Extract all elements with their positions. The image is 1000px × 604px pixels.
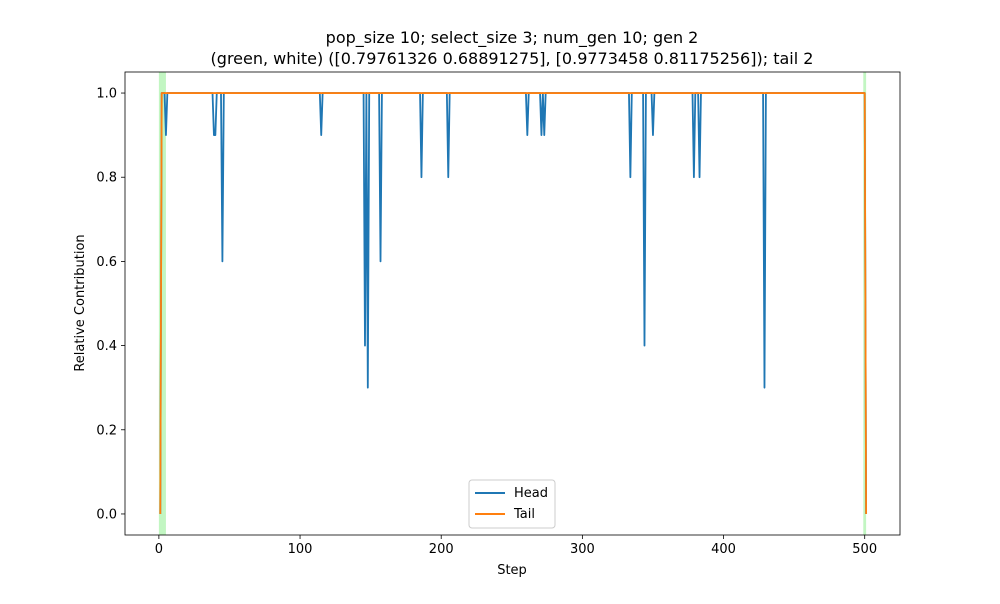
legend-tail-label: Tail: [513, 507, 535, 522]
y-axis-label: Relative Contribution: [73, 234, 88, 371]
highlight-region-0: [158, 72, 166, 535]
x-tick-label: 400: [711, 542, 736, 557]
y-tick-label: 0.8: [96, 171, 117, 186]
plot-frame: [124, 71, 901, 536]
series-line-head: [159, 92, 868, 514]
legend: Head Tail: [468, 479, 556, 529]
y-tick-label: 0.4: [96, 339, 117, 354]
axis-ticks: 0 100 200 300 400 500 0.0 0.2 0.4 0.6 0.8 1.0: [96, 87, 877, 557]
x-tick-label: 300: [570, 542, 595, 557]
series-lines: [159, 92, 868, 514]
x-tick-label: 200: [429, 542, 454, 557]
chart-title-line2: (green, white) ([0.79761326 0.68891275],…: [211, 49, 814, 68]
y-tick-label: 0.0: [96, 507, 117, 522]
series-line-tail: [159, 92, 868, 514]
x-tick-label: 100: [288, 542, 313, 557]
legend-head-label: Head: [514, 486, 548, 501]
highlight-regions: [158, 72, 867, 535]
y-tick-label: 0.2: [96, 423, 117, 438]
x-tick-label: 500: [852, 542, 877, 557]
chart-title-line1: pop_size 10; select_size 3; num_gen 10; …: [326, 28, 699, 48]
y-tick-label: 1.0: [96, 87, 117, 102]
y-tick-label: 0.6: [96, 255, 117, 270]
x-tick-label: 0: [155, 542, 163, 557]
x-axis-label: Step: [497, 563, 527, 578]
